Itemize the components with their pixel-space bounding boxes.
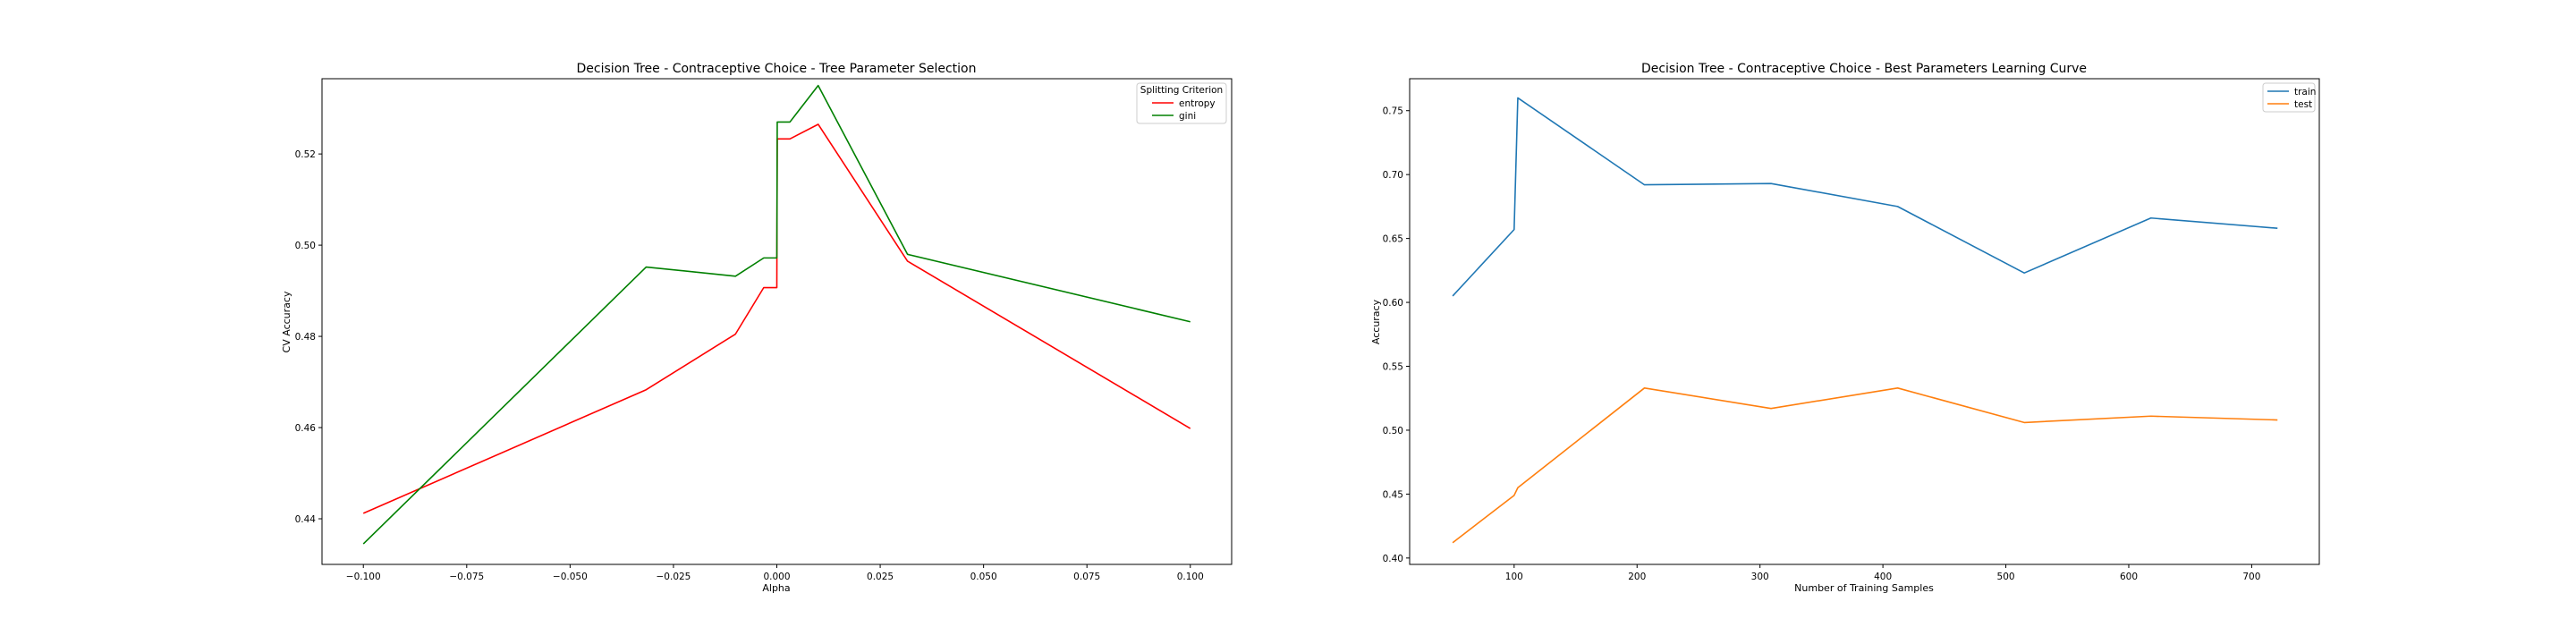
chart-tree-parameter-selection: Decision Tree - Contraceptive Choice - T…: [281, 62, 1233, 594]
legend-box: [2262, 82, 2316, 113]
y-tick-label: 0.65: [1383, 234, 1403, 245]
x-tick-label: −0.050: [553, 572, 588, 582]
legend-label-train: train: [2294, 87, 2316, 97]
x-tick-label: 200: [1628, 572, 1646, 582]
series-line-test: [1452, 387, 2278, 544]
x-tick-label: 0.050: [970, 572, 997, 582]
y-axis-ticks: 0.40 0.45 0.50 0.55 0.60 0.65 0.70 0.75: [1383, 106, 1410, 564]
y-tick-label: 0.70: [1383, 170, 1403, 181]
x-tick-label: 0.025: [867, 572, 894, 582]
legend-box: [1136, 82, 1227, 124]
chart-title: Decision Tree - Contraceptive Choice - B…: [1641, 62, 2087, 76]
y-tick-label: 0.60: [1383, 298, 1403, 309]
y-tick-label: 0.50: [1383, 426, 1403, 436]
y-tick-label: 0.46: [295, 423, 317, 434]
plot-frame: [1409, 78, 2320, 565]
legend-label-test: test: [2294, 99, 2312, 110]
x-tick-label: 0.000: [763, 572, 790, 582]
y-axis-label: Accuracy: [1370, 299, 1382, 344]
y-axis-ticks: 0.44 0.46 0.48 0.50 0.52: [295, 149, 322, 525]
y-axis-label: CV Accuracy: [281, 291, 292, 352]
series-line-gini: [362, 84, 1191, 545]
y-tick-label: 0.55: [1383, 362, 1403, 373]
x-tick-label: −0.100: [346, 572, 381, 582]
y-tick-label: 0.44: [295, 514, 317, 525]
legend: Splitting Criterion entropy gini: [1136, 82, 1227, 124]
x-tick-label: 300: [1751, 572, 1769, 582]
legend: train test: [2262, 82, 2316, 113]
x-tick-label: 500: [1997, 572, 2015, 582]
x-tick-label: 700: [2242, 572, 2260, 582]
y-tick-label: 0.75: [1383, 106, 1403, 117]
chart-title: Decision Tree - Contraceptive Choice - T…: [577, 62, 977, 76]
y-tick-label: 0.52: [295, 149, 316, 160]
legend-label-entropy: entropy: [1179, 98, 1216, 109]
legend-label-gini: gini: [1179, 111, 1196, 122]
x-tick-label: 0.100: [1177, 572, 1204, 582]
y-tick-label: 0.48: [295, 332, 316, 343]
x-tick-label: 400: [1874, 572, 1892, 582]
series-line-entropy: [362, 123, 1191, 514]
series-line-train: [1452, 97, 2278, 297]
y-tick-label: 0.50: [295, 241, 316, 251]
x-axis-ticks: −0.100 −0.075 −0.050 −0.025 0.000 0.025 0.050 0…: [346, 564, 1204, 582]
y-tick-label: 0.45: [1383, 489, 1403, 500]
plot-area: [1452, 97, 2278, 544]
x-axis-label: Alpha: [762, 582, 790, 594]
x-tick-label: −0.075: [449, 572, 484, 582]
x-tick-label: 0.075: [1073, 572, 1100, 582]
legend-title: Splitting Criterion: [1140, 85, 1223, 96]
plot-area: [362, 84, 1191, 545]
x-axis-label: Number of Training Samples: [1794, 582, 1934, 594]
x-tick-label: 100: [1505, 572, 1523, 582]
x-axis-ticks: 100 200 300 400 500 600 700: [1505, 564, 2260, 582]
x-tick-label: 600: [2120, 572, 2138, 582]
chart-learning-curve: Decision Tree - Contraceptive Choice - B…: [1370, 62, 2320, 594]
x-tick-label: −0.025: [657, 572, 691, 582]
y-tick-label: 0.40: [1383, 554, 1403, 564]
